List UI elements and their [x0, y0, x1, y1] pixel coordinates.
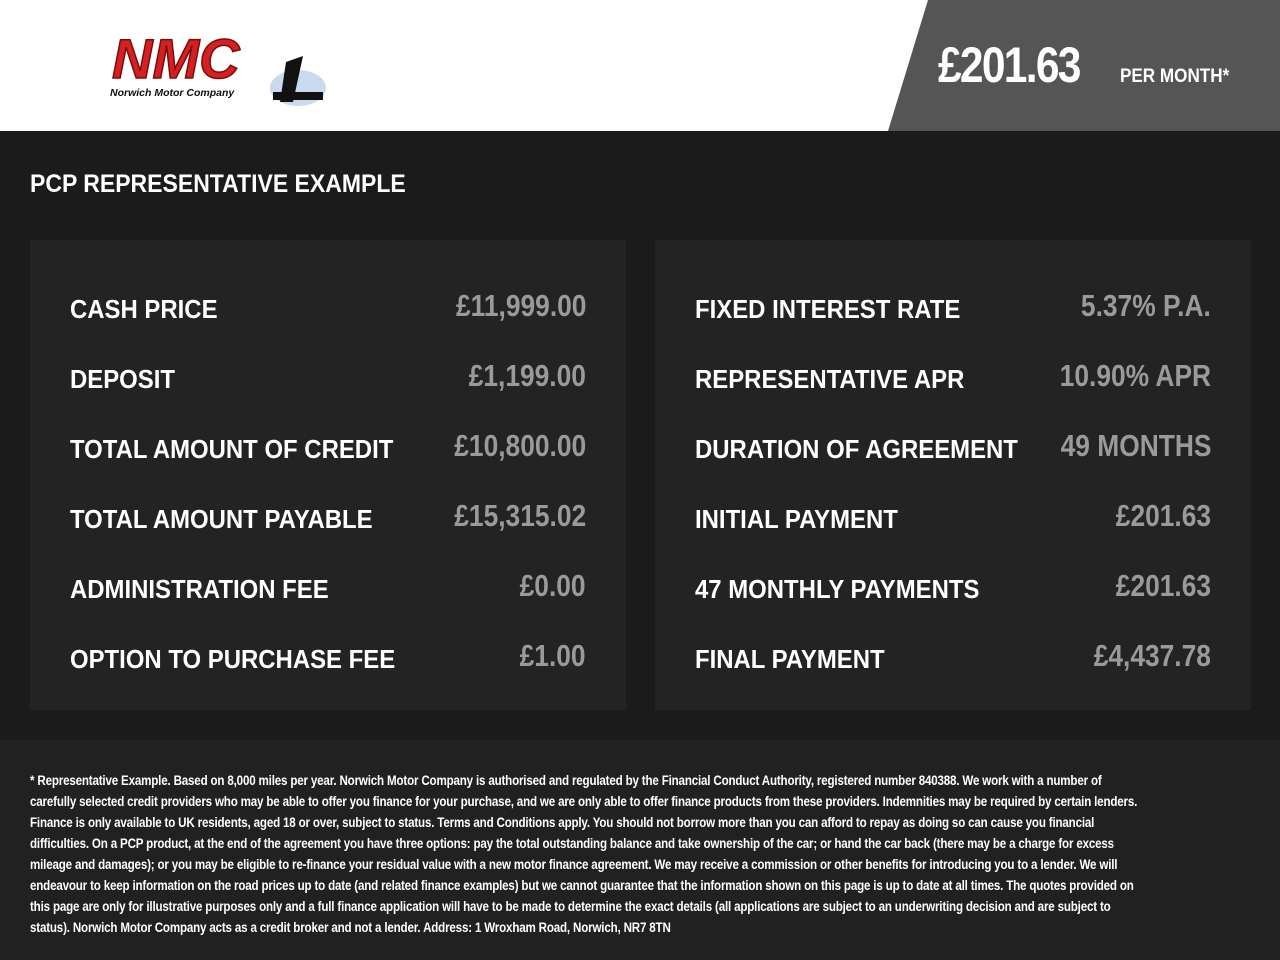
row-label: CASH PRICE [70, 294, 218, 324]
finance-row: FIXED INTEREST RATE 5.37% P.A. [695, 288, 1211, 328]
finance-row: TOTAL AMOUNT OF CREDIT £10,800.00 [70, 428, 586, 468]
row-label: DEPOSIT [70, 364, 176, 394]
finance-row: DURATION OF AGREEMENT 49 MONTHS [695, 428, 1211, 468]
row-label: TOTAL AMOUNT PAYABLE [70, 504, 373, 534]
row-label: FIXED INTEREST RATE [695, 294, 961, 324]
row-label: REPRESENTATIVE APR [695, 364, 965, 394]
svg-text:Norwich Motor Company: Norwich Motor Company [110, 87, 235, 99]
row-value: £11,999.00 [455, 288, 586, 323]
right-panel: FIXED INTEREST RATE 5.37% P.A. REPRESENTAT… [655, 240, 1251, 710]
finance-row: OPTION TO PURCHASE FEE £1.00 [70, 638, 586, 678]
nmc-logo: NMC Norwich Motor Company [110, 26, 326, 106]
row-value: £0.00 [520, 568, 586, 603]
finance-row: INITIAL PAYMENT £201.63 [695, 498, 1211, 538]
row-value: £4,437.78 [1093, 638, 1211, 673]
monthly-price: £201.63 [938, 37, 1081, 93]
row-value: £10,800.00 [454, 428, 586, 463]
left-panel: CASH PRICE £11,999.00 DEPOSIT £1,199.00 TOTA… [30, 240, 626, 710]
row-value: £201.63 [1115, 498, 1211, 533]
disclaimer-text: * Representative Example. Based on 8,000… [30, 773, 1138, 935]
row-label: TOTAL AMOUNT OF CREDIT [70, 434, 394, 464]
row-value: £1.00 [520, 638, 586, 673]
row-label: 47 MONTHLY PAYMENTS [695, 574, 980, 604]
row-label: ADMINISTRATION FEE [70, 574, 329, 604]
row-label: FINAL PAYMENT [695, 644, 885, 674]
row-label: DURATION OF AGREEMENT [695, 434, 1018, 464]
row-value: 49 MONTHS [1060, 428, 1211, 463]
row-value: £15,315.02 [454, 498, 586, 533]
finance-row: FINAL PAYMENT £4,437.78 [695, 638, 1211, 678]
svg-text:NMC: NMC [112, 27, 241, 90]
row-label: OPTION TO PURCHASE FEE [70, 644, 396, 674]
row-value: £1,199.00 [468, 358, 586, 393]
row-label: INITIAL PAYMENT [695, 504, 898, 534]
finance-row: DEPOSIT £1,199.00 [70, 358, 586, 398]
finance-row: CASH PRICE £11,999.00 [70, 288, 586, 328]
finance-row: REPRESENTATIVE APR 10.90% APR [695, 358, 1211, 398]
finance-row: TOTAL AMOUNT PAYABLE £15,315.02 [70, 498, 586, 538]
row-value: 10.90% APR [1059, 358, 1211, 393]
row-value: 5.37% P.A. [1081, 288, 1211, 323]
header: NMC Norwich Motor Company £201.63 PER MO… [0, 0, 1280, 131]
per-month-label: PER MONTH* [1120, 66, 1230, 87]
price-box [888, 0, 1280, 131]
page-title: PCP REPRESENTATIVE EXAMPLE [30, 170, 406, 198]
disclaimer-section: * Representative Example. Based on 8,000… [0, 740, 1280, 960]
row-value: £201.63 [1115, 568, 1211, 603]
finance-row: ADMINISTRATION FEE £0.00 [70, 568, 586, 608]
finance-row: 47 MONTHLY PAYMENTS £201.63 [695, 568, 1211, 608]
